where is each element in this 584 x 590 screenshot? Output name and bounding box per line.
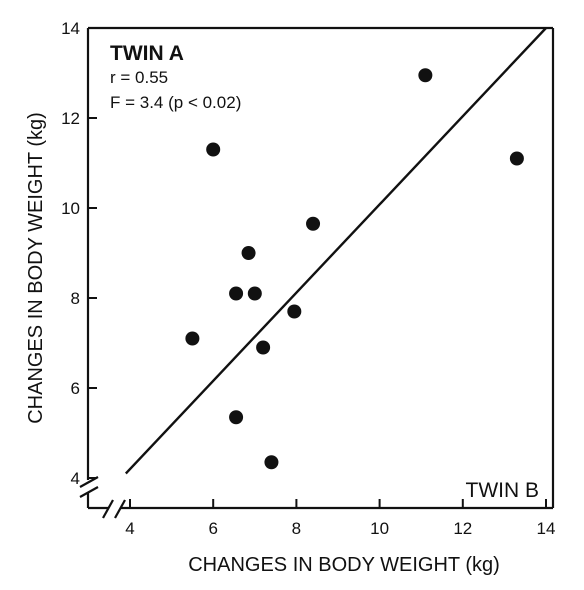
data-point <box>287 304 302 319</box>
x-axis-break-mark <box>102 499 114 519</box>
y-axis-title: CHANGES IN BODY WEIGHT (kg) <box>25 112 47 424</box>
x-tick-label: 8 <box>292 519 301 538</box>
y-tick-label: 8 <box>71 289 80 308</box>
data-point <box>256 340 271 355</box>
scatter-series <box>124 27 547 475</box>
data-point <box>229 410 244 425</box>
data-point <box>247 286 262 301</box>
data-point <box>418 68 433 83</box>
data-point <box>206 142 221 157</box>
data-point <box>306 216 321 231</box>
data-point <box>241 246 256 260</box>
regression-line <box>124 27 547 475</box>
x-tick-label: 4 <box>125 519 134 538</box>
plot-frame <box>79 26 555 519</box>
x-tick-label: 10 <box>370 519 389 538</box>
data-point <box>264 455 279 470</box>
r-value-annotation: r = 0.55 <box>110 68 168 87</box>
x-axis-break-mark <box>114 499 126 519</box>
x-tick-label: 12 <box>453 519 472 538</box>
y-tick-label: 6 <box>71 379 80 398</box>
x-tick-label: 6 <box>208 519 217 538</box>
y-tick-label: 4 <box>71 469 80 488</box>
x-tick-label: 14 <box>537 519 556 538</box>
data-point <box>509 151 524 166</box>
y-tick-label: 14 <box>61 19 80 38</box>
y-tick-label: 12 <box>61 109 80 128</box>
x-axis-title: CHANGES IN BODY WEIGHT (kg) <box>188 554 500 576</box>
data-point <box>229 286 244 301</box>
f-value-annotation: F = 3.4 (p < 0.02) <box>110 93 241 112</box>
twin-b-label: TWIN B <box>466 479 540 502</box>
twin-a-label: TWIN A <box>110 42 184 65</box>
y-axis-break-mark <box>79 486 99 498</box>
data-point <box>185 331 200 346</box>
y-tick-label: 10 <box>61 199 80 218</box>
x-axis-ticks: 4 6 8 10 12 14 <box>125 499 555 538</box>
y-axis-ticks: 4 6 8 10 12 14 <box>61 19 97 488</box>
